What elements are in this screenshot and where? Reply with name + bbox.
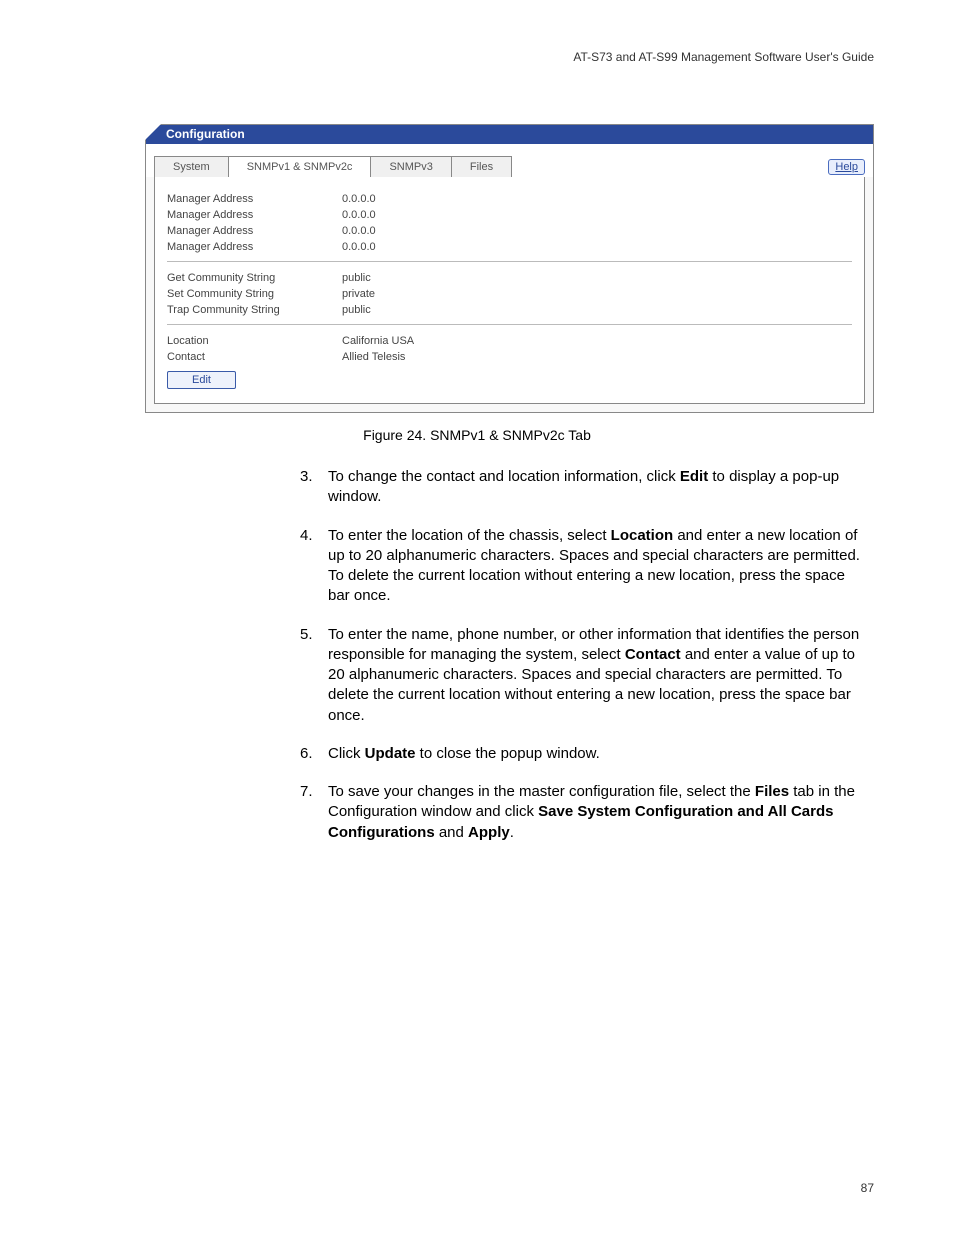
label-manager-address-4: Manager Address bbox=[167, 241, 342, 253]
label-contact: Contact bbox=[167, 351, 342, 363]
step-4-part-a: To enter the location of the chassis, se… bbox=[328, 527, 611, 544]
label-get-community: Get Community String bbox=[167, 272, 342, 284]
step-5-bold-contact: Contact bbox=[625, 646, 681, 663]
step-3-part-a: To change the contact and location infor… bbox=[328, 468, 680, 485]
step-6-number: 6. bbox=[300, 744, 328, 764]
panel-titlebar: Configuration bbox=[146, 125, 873, 144]
step-3-text: To change the contact and location infor… bbox=[328, 467, 864, 508]
step-7-number: 7. bbox=[300, 782, 328, 843]
separator-2 bbox=[167, 324, 852, 325]
row-manager-address-2: Manager Address 0.0.0.0 bbox=[167, 207, 852, 223]
step-7-part-e: and bbox=[435, 824, 468, 841]
label-manager-address-1: Manager Address bbox=[167, 193, 342, 205]
step-6-part-a: Click bbox=[328, 745, 365, 762]
panel-body: Manager Address 0.0.0.0 Manager Address … bbox=[154, 177, 865, 404]
panel-title: Configuration bbox=[166, 127, 245, 141]
header-guide-title: AT-S73 and AT-S99 Management Software Us… bbox=[80, 50, 874, 64]
figure-caption: Figure 24. SNMPv1 & SNMPv2c Tab bbox=[80, 427, 874, 443]
step-4-bold-location: Location bbox=[611, 527, 674, 544]
row-set-community: Set Community String private bbox=[167, 286, 852, 302]
value-manager-address-2: 0.0.0.0 bbox=[342, 209, 852, 221]
step-7-text: To save your changes in the master confi… bbox=[328, 782, 864, 843]
step-7: 7. To save your changes in the master co… bbox=[300, 782, 864, 843]
step-7-bold-files: Files bbox=[755, 783, 789, 800]
label-set-community: Set Community String bbox=[167, 288, 342, 300]
tab-system[interactable]: System bbox=[154, 156, 229, 177]
value-manager-address-3: 0.0.0.0 bbox=[342, 225, 852, 237]
edit-button[interactable]: Edit bbox=[167, 371, 236, 389]
label-trap-community: Trap Community String bbox=[167, 304, 342, 316]
tabs-row: System SNMPv1 & SNMPv2c SNMPv3 Files Hel… bbox=[146, 144, 873, 177]
step-5-number: 5. bbox=[300, 625, 328, 726]
value-location: California USA bbox=[342, 335, 852, 347]
tab-snmpv3[interactable]: SNMPv3 bbox=[371, 156, 451, 177]
step-3-bold-edit: Edit bbox=[680, 468, 708, 485]
label-manager-address-3: Manager Address bbox=[167, 225, 342, 237]
row-location: Location California USA bbox=[167, 333, 852, 349]
row-trap-community: Trap Community String public bbox=[167, 302, 852, 318]
step-3-number: 3. bbox=[300, 467, 328, 508]
tab-files[interactable]: Files bbox=[452, 156, 512, 177]
help-button[interactable]: Help bbox=[828, 159, 865, 175]
step-6-bold-update: Update bbox=[365, 745, 416, 762]
step-6-part-c: to close the popup window. bbox=[416, 745, 600, 762]
value-set-community: private bbox=[342, 288, 852, 300]
value-manager-address-4: 0.0.0.0 bbox=[342, 241, 852, 253]
row-manager-address-1: Manager Address 0.0.0.0 bbox=[167, 191, 852, 207]
step-7-bold-apply: Apply bbox=[468, 824, 510, 841]
step-4: 4. To enter the location of the chassis,… bbox=[300, 526, 864, 607]
value-trap-community: public bbox=[342, 304, 852, 316]
step-7-part-a: To save your changes in the master confi… bbox=[328, 783, 755, 800]
step-4-text: To enter the location of the chassis, se… bbox=[328, 526, 864, 607]
row-get-community: Get Community String public bbox=[167, 270, 852, 286]
configuration-panel: Configuration System SNMPv1 & SNMPv2c SN… bbox=[145, 124, 874, 413]
row-manager-address-3: Manager Address 0.0.0.0 bbox=[167, 223, 852, 239]
step-3: 3. To change the contact and location in… bbox=[300, 467, 864, 508]
instructions-list: 3. To change the contact and location in… bbox=[300, 467, 864, 843]
value-manager-address-1: 0.0.0.0 bbox=[342, 193, 852, 205]
step-7-part-g: . bbox=[510, 824, 514, 841]
separator-1 bbox=[167, 261, 852, 262]
step-6-text: Click Update to close the popup window. bbox=[328, 744, 864, 764]
step-4-number: 4. bbox=[300, 526, 328, 607]
label-manager-address-2: Manager Address bbox=[167, 209, 342, 221]
step-5: 5. To enter the name, phone number, or o… bbox=[300, 625, 864, 726]
row-manager-address-4: Manager Address 0.0.0.0 bbox=[167, 239, 852, 255]
tab-snmpv1-snmpv2c[interactable]: SNMPv1 & SNMPv2c bbox=[229, 156, 372, 177]
value-get-community: public bbox=[342, 272, 852, 284]
row-contact: Contact Allied Telesis bbox=[167, 349, 852, 365]
page-number: 87 bbox=[861, 1181, 874, 1195]
value-contact: Allied Telesis bbox=[342, 351, 852, 363]
step-5-text: To enter the name, phone number, or othe… bbox=[328, 625, 864, 726]
label-location: Location bbox=[167, 335, 342, 347]
step-6: 6. Click Update to close the popup windo… bbox=[300, 744, 864, 764]
